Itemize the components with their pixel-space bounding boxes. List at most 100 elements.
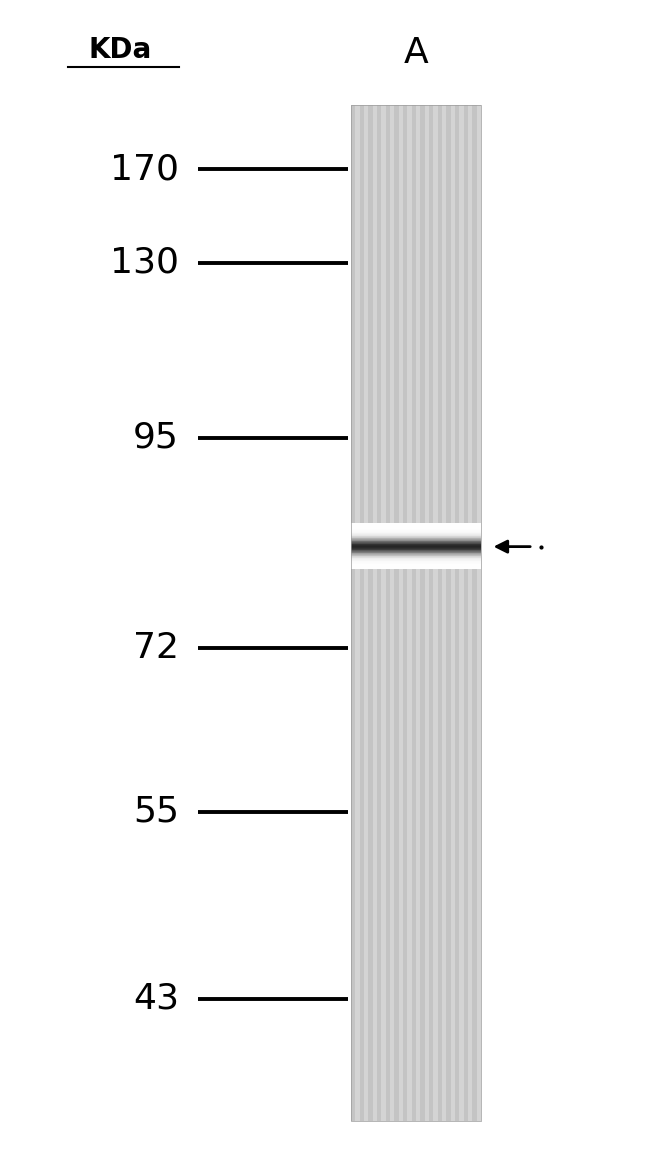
Bar <box>351 555 481 556</box>
Text: 95: 95 <box>133 420 179 456</box>
Text: 55: 55 <box>133 794 179 829</box>
Bar <box>351 538 481 540</box>
Bar <box>351 529 481 531</box>
Bar <box>351 549 481 551</box>
Bar <box>356 105 359 1121</box>
Bar <box>351 527 481 528</box>
Bar <box>351 538 481 541</box>
Bar <box>351 542 481 544</box>
Bar <box>429 105 434 1121</box>
Bar <box>351 550 481 551</box>
Bar <box>351 558 481 561</box>
Bar <box>351 552 481 554</box>
Bar <box>395 105 398 1121</box>
Bar <box>351 556 481 558</box>
Bar <box>351 566 481 569</box>
Bar <box>473 105 476 1121</box>
Bar <box>351 535 481 537</box>
Bar <box>351 563 481 564</box>
Bar <box>351 542 481 543</box>
Bar <box>351 556 481 558</box>
Bar <box>351 534 481 535</box>
Bar <box>351 524 481 527</box>
Bar <box>351 541 481 542</box>
Bar <box>351 523 481 526</box>
Bar <box>351 564 481 566</box>
Bar <box>447 105 450 1121</box>
Bar <box>351 566 481 568</box>
Bar <box>351 105 481 1121</box>
Text: 130: 130 <box>110 245 179 280</box>
Bar <box>351 562 481 564</box>
Bar <box>421 105 424 1121</box>
Bar <box>468 105 473 1121</box>
Bar <box>351 545 481 548</box>
Bar <box>351 547 481 549</box>
Bar <box>351 557 481 559</box>
Bar <box>385 105 390 1121</box>
Bar <box>351 533 481 535</box>
Bar <box>351 550 481 552</box>
Bar <box>351 558 481 559</box>
Bar <box>351 547 481 548</box>
Bar <box>351 544 481 547</box>
Bar <box>351 559 481 562</box>
Bar <box>351 534 481 536</box>
Bar <box>351 105 481 1121</box>
Bar <box>416 105 421 1121</box>
Text: A: A <box>404 36 428 70</box>
Bar <box>351 105 356 1121</box>
Bar <box>424 105 429 1121</box>
Bar <box>351 531 481 534</box>
Bar <box>351 544 481 545</box>
Bar <box>434 105 437 1121</box>
Bar <box>351 563 481 565</box>
Bar <box>364 105 369 1121</box>
Bar <box>351 555 481 557</box>
Bar <box>351 540 481 542</box>
Bar <box>351 564 481 565</box>
Bar <box>390 105 395 1121</box>
Text: 72: 72 <box>133 631 179 666</box>
Bar <box>476 105 481 1121</box>
Bar <box>351 533 481 534</box>
Bar <box>463 105 468 1121</box>
Bar <box>351 554 481 556</box>
Bar <box>377 105 382 1121</box>
Bar <box>437 105 442 1121</box>
Bar <box>351 541 481 543</box>
Bar <box>351 526 481 528</box>
Bar <box>351 543 481 545</box>
Bar <box>398 105 403 1121</box>
Bar <box>359 105 364 1121</box>
Bar <box>403 105 408 1121</box>
Bar <box>351 528 481 529</box>
Bar <box>351 565 481 568</box>
Bar <box>351 549 481 550</box>
Bar <box>351 530 481 533</box>
Bar <box>351 530 481 531</box>
Bar <box>408 105 411 1121</box>
Text: KDa: KDa <box>88 36 152 64</box>
Bar <box>450 105 455 1121</box>
Bar <box>351 537 481 540</box>
Bar <box>351 548 481 550</box>
Bar <box>351 552 481 555</box>
Bar <box>351 527 481 529</box>
Bar <box>351 536 481 538</box>
Bar <box>351 524 481 526</box>
Bar <box>372 105 377 1121</box>
Bar <box>369 105 372 1121</box>
Bar <box>351 561 481 562</box>
Text: 43: 43 <box>133 981 179 1016</box>
Bar <box>411 105 416 1121</box>
Text: 170: 170 <box>110 152 179 187</box>
Bar <box>442 105 447 1121</box>
Bar <box>351 551 481 554</box>
Bar <box>351 536 481 537</box>
Bar <box>351 561 481 563</box>
Bar <box>382 105 385 1121</box>
Bar <box>460 105 463 1121</box>
Bar <box>455 105 460 1121</box>
Bar <box>351 528 481 530</box>
